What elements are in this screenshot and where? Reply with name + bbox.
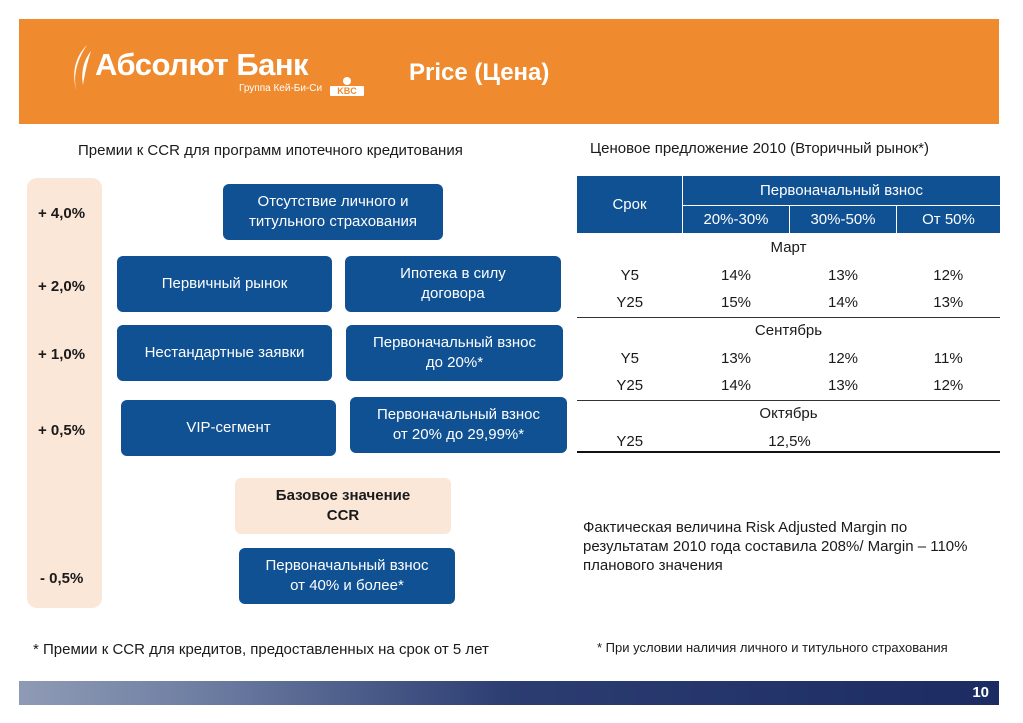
table-row: Y25 12,5% [616, 432, 811, 450]
footer-bar: 10 [19, 681, 999, 705]
page-number: 10 [972, 684, 989, 701]
col-down-payment-header: Первоначальный взнос [682, 176, 1000, 205]
footnote-right: * При условии наличия личного и титульно… [597, 640, 948, 655]
logo-subtitle: Группа Кей-Би-Си [239, 83, 323, 94]
table-bottom-rule [577, 451, 1000, 453]
price-offer-table: Срок Первоначальный взнос 20%-30% 30%-50… [577, 176, 1000, 455]
factor-mortgage-by-law: Ипотека в силу договора [345, 256, 561, 312]
sub-col-header: 30%-50% [789, 204, 897, 233]
premium-column [27, 178, 102, 608]
price-offer-heading: Ценовое предложение 2010 (Вторичный рыно… [590, 140, 929, 157]
factor-down-payment-40: Первоначальный взнос от 40% и более* [239, 548, 455, 604]
factor-no-insurance: Отсутствие личного и титульного страхова… [223, 184, 443, 240]
kbc-logo: KBC [330, 77, 364, 99]
base-ccr: Базовое значение CCR [235, 478, 451, 534]
factor-primary-market: Первичный рынок [117, 256, 332, 312]
header-banner: Абсолют Банк Группа Кей-Би-Си KBC Price … [19, 19, 999, 124]
sub-col-header: 20%-30% [682, 204, 790, 233]
sub-col-header: От 50% [896, 204, 1000, 233]
table-row: Y5 14% 13% 12% [620, 266, 964, 284]
premium-label: + 2,0% [38, 278, 86, 295]
footnote-left: * Премии к CCR для кредитов, предоставле… [33, 641, 489, 658]
slide-title: Price (Цена) [409, 59, 550, 86]
premiums-heading: Премии к CCR для программ ипотечного кре… [78, 142, 463, 159]
bank-logo: Абсолют Банк Группа Кей-Би-Си KBC [65, 43, 365, 103]
month-label: Сентябрь [577, 316, 1000, 344]
factor-nonstandard: Нестандартные заявки [117, 325, 332, 381]
table-row: Y25 14% 13% 12% [616, 377, 964, 395]
month-label: Март [770, 238, 807, 256]
logo-name: Абсолют Банк [95, 47, 309, 82]
premium-label: + 1,0% [38, 346, 86, 363]
premium-label: - 0,5% [40, 570, 84, 587]
month-label: Октябрь [577, 399, 1000, 427]
table-row: Y25 15% 14% 13% [616, 294, 964, 312]
risk-margin-note: Фактическая величина Risk Adjusted Margi… [583, 519, 968, 574]
col-term-header: Срок [577, 176, 683, 233]
factor-down-payment-20-2999: Первоначальный взнос от 20% до 29,99%* [350, 397, 567, 453]
premium-label: + 4,0% [38, 205, 86, 222]
premium-label: + 0,5% [38, 422, 86, 439]
factor-vip: VIP-сегмент [121, 400, 336, 456]
table-row: Y5 13% 12% 11% [620, 349, 963, 367]
logo-leaf-icon [74, 45, 91, 93]
factor-down-payment-20: Первоначальный взнос до 20%* [346, 325, 563, 381]
